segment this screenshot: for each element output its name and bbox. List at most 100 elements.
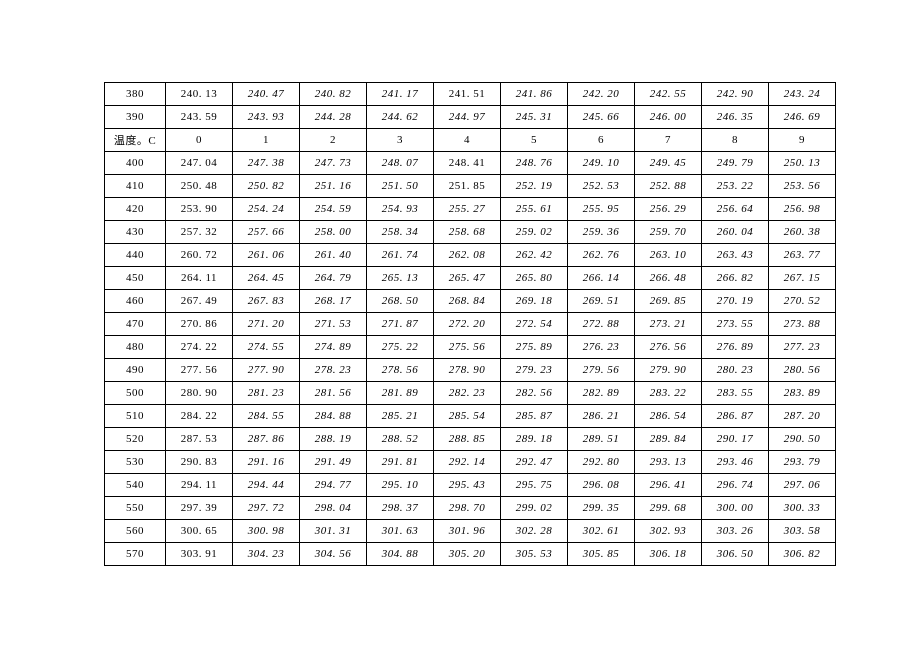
data-cell: 279. 90 (635, 359, 702, 382)
data-cell: 2 (300, 129, 367, 152)
data-cell: 278. 90 (434, 359, 501, 382)
data-cell: 265. 47 (434, 267, 501, 290)
data-cell: 271. 53 (300, 313, 367, 336)
data-cell: 277. 90 (233, 359, 300, 382)
row-label-cell: 460 (105, 290, 166, 313)
data-cell: 294. 77 (300, 474, 367, 497)
table-row: 430257. 32257. 66258. 00258. 34258. 6825… (105, 221, 836, 244)
data-cell: 296. 08 (568, 474, 635, 497)
data-cell: 260. 04 (702, 221, 769, 244)
data-cell: 252. 19 (501, 175, 568, 198)
data-cell: 247. 38 (233, 152, 300, 175)
table-row: 470270. 86271. 20271. 53271. 87272. 2027… (105, 313, 836, 336)
data-table: 380240. 13240. 47240. 82241. 17241. 5124… (104, 82, 836, 566)
data-cell: 275. 56 (434, 336, 501, 359)
data-cell: 303. 26 (702, 520, 769, 543)
data-cell: 291. 81 (367, 451, 434, 474)
data-cell: 302. 93 (635, 520, 702, 543)
data-cell: 288. 85 (434, 428, 501, 451)
data-cell: 281. 56 (300, 382, 367, 405)
table-row: 450264. 11264. 45264. 79265. 13265. 4726… (105, 267, 836, 290)
data-cell: 251. 85 (434, 175, 501, 198)
data-cell: 270. 52 (769, 290, 836, 313)
data-cell: 257. 66 (233, 221, 300, 244)
data-cell: 252. 53 (568, 175, 635, 198)
data-cell: 251. 16 (300, 175, 367, 198)
table-row: 460267. 49267. 83268. 17268. 50268. 8426… (105, 290, 836, 313)
data-cell: 298. 70 (434, 497, 501, 520)
data-table-container: 380240. 13240. 47240. 82241. 17241. 5124… (104, 82, 836, 566)
data-cell: 293. 46 (702, 451, 769, 474)
data-cell: 274. 89 (300, 336, 367, 359)
data-cell: 242. 55 (635, 83, 702, 106)
data-cell: 273. 21 (635, 313, 702, 336)
data-cell: 276. 56 (635, 336, 702, 359)
row-label-cell: 520 (105, 428, 166, 451)
data-cell: 272. 20 (434, 313, 501, 336)
data-cell: 305. 85 (568, 543, 635, 566)
table-row: 510284. 22284. 55284. 88285. 21285. 5428… (105, 405, 836, 428)
data-cell: 294. 11 (166, 474, 233, 497)
data-cell: 251. 50 (367, 175, 434, 198)
data-cell: 269. 51 (568, 290, 635, 313)
data-cell: 249. 45 (635, 152, 702, 175)
data-cell: 279. 23 (501, 359, 568, 382)
data-cell: 268. 50 (367, 290, 434, 313)
data-cell: 247. 73 (300, 152, 367, 175)
table-row: 570303. 91304. 23304. 56304. 88305. 2030… (105, 543, 836, 566)
table-row: 480274. 22274. 55274. 89275. 22275. 5627… (105, 336, 836, 359)
data-cell: 275. 89 (501, 336, 568, 359)
row-label-cell: 540 (105, 474, 166, 497)
row-label-cell: 430 (105, 221, 166, 244)
data-cell: 301. 31 (300, 520, 367, 543)
data-cell: 286. 87 (702, 405, 769, 428)
data-cell: 246. 35 (702, 106, 769, 129)
data-cell: 269. 18 (501, 290, 568, 313)
data-cell: 0 (166, 129, 233, 152)
data-cell: 255. 61 (501, 198, 568, 221)
data-cell: 287. 86 (233, 428, 300, 451)
data-cell: 260. 72 (166, 244, 233, 267)
data-cell: 295. 75 (501, 474, 568, 497)
table-row: 550297. 39297. 72298. 04298. 37298. 7029… (105, 497, 836, 520)
data-cell: 293. 79 (769, 451, 836, 474)
data-cell: 271. 20 (233, 313, 300, 336)
data-cell: 270. 86 (166, 313, 233, 336)
data-cell: 255. 27 (434, 198, 501, 221)
data-cell: 248. 76 (501, 152, 568, 175)
data-cell: 259. 36 (568, 221, 635, 244)
table-row: 530290. 83291. 16291. 49291. 81292. 1429… (105, 451, 836, 474)
data-cell: 3 (367, 129, 434, 152)
data-cell: 266. 48 (635, 267, 702, 290)
data-cell: 246. 00 (635, 106, 702, 129)
data-cell: 297. 72 (233, 497, 300, 520)
data-cell: 242. 90 (702, 83, 769, 106)
data-cell: 287. 20 (769, 405, 836, 428)
data-cell: 254. 93 (367, 198, 434, 221)
data-cell: 245. 31 (501, 106, 568, 129)
data-cell: 250. 48 (166, 175, 233, 198)
data-cell: 267. 49 (166, 290, 233, 313)
data-cell: 244. 97 (434, 106, 501, 129)
data-cell: 277. 56 (166, 359, 233, 382)
data-cell: 300. 33 (769, 497, 836, 520)
data-cell: 288. 52 (367, 428, 434, 451)
data-cell: 241. 86 (501, 83, 568, 106)
table-row: 380240. 13240. 47240. 82241. 17241. 5124… (105, 83, 836, 106)
table-row: 490277. 56277. 90278. 23278. 56278. 9027… (105, 359, 836, 382)
data-cell: 262. 76 (568, 244, 635, 267)
data-cell: 272. 54 (501, 313, 568, 336)
data-cell: 258. 68 (434, 221, 501, 244)
data-cell: 254. 24 (233, 198, 300, 221)
data-cell: 280. 90 (166, 382, 233, 405)
data-cell: 302. 61 (568, 520, 635, 543)
data-cell: 282. 23 (434, 382, 501, 405)
row-label-cell: 380 (105, 83, 166, 106)
data-cell: 288. 19 (300, 428, 367, 451)
data-cell: 264. 79 (300, 267, 367, 290)
table-header-row: 温度。C0123456789 (105, 129, 836, 152)
data-cell: 248. 07 (367, 152, 434, 175)
data-cell: 249. 79 (702, 152, 769, 175)
data-cell: 306. 82 (769, 543, 836, 566)
table-row: 560300. 65300. 98301. 31301. 63301. 9630… (105, 520, 836, 543)
